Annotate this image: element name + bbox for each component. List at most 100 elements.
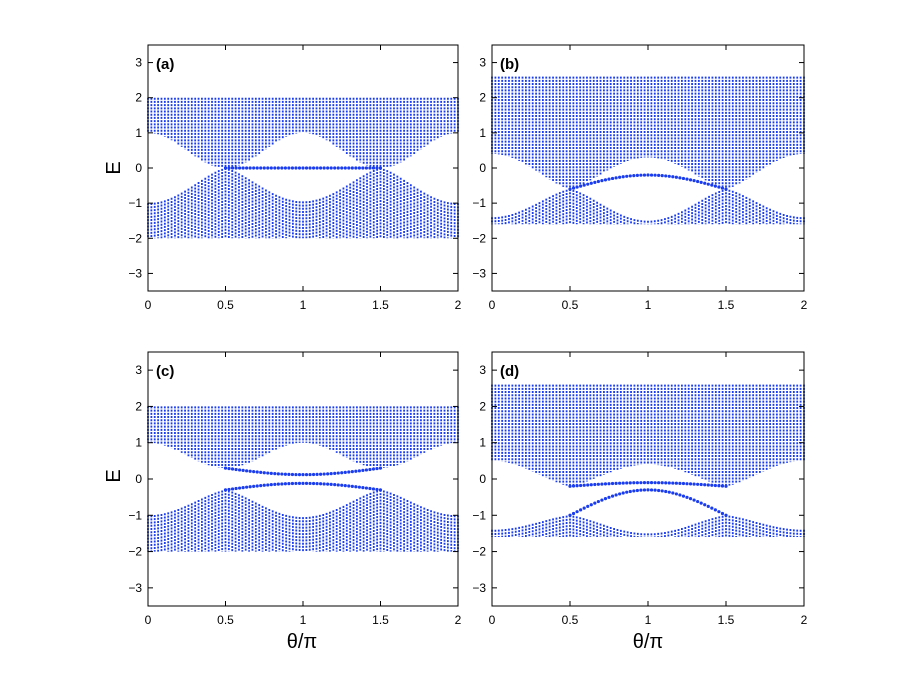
edge-state-point xyxy=(259,484,263,488)
panel-label-b: (b) xyxy=(500,56,519,73)
edge-state-point xyxy=(667,174,671,178)
edge-state-point xyxy=(610,494,615,498)
edge-state-point xyxy=(322,472,326,476)
edge-state-point xyxy=(699,180,703,184)
x-tick-label: 0 xyxy=(489,298,496,312)
edge-state-point xyxy=(340,483,344,487)
edge-state-point xyxy=(579,184,583,188)
edge-state-point xyxy=(276,482,280,486)
edge-state-point xyxy=(311,472,316,477)
edge-state-point xyxy=(628,174,632,178)
edge-state-point xyxy=(245,469,249,473)
edge-state-point xyxy=(301,481,305,485)
edge-state-point xyxy=(350,484,354,488)
edge-state-point xyxy=(287,482,291,486)
edge-state-point xyxy=(688,178,693,182)
edge-state-point xyxy=(294,481,298,486)
edge-state-point xyxy=(361,468,365,472)
edge-state-point xyxy=(336,483,340,487)
plot-frame-d xyxy=(491,351,805,607)
edge-state-point xyxy=(375,166,379,170)
edge-state-point xyxy=(717,510,721,514)
y-tick-label: −1 xyxy=(472,508,486,522)
edge-state-point xyxy=(649,173,654,177)
edge-state-point xyxy=(375,466,379,471)
edge-state-point xyxy=(720,511,725,516)
edge-state-point xyxy=(230,467,235,471)
panel-label-d: (d) xyxy=(500,363,519,380)
edge-state-point xyxy=(621,175,625,179)
edge-state-point xyxy=(354,469,358,473)
edge-state-point xyxy=(660,489,664,493)
edge-state-point xyxy=(329,472,333,476)
edge-state-point xyxy=(696,482,700,486)
edge-state-point xyxy=(283,472,287,476)
edge-state-point xyxy=(301,473,305,477)
edge-state-point xyxy=(280,166,284,170)
edge-state-point xyxy=(354,166,358,170)
panel-c: (c) E θ/π 0 0.5 1 1.5 2 3 2 1 0 −1 −2 −3 xyxy=(103,351,462,653)
edge-state-point xyxy=(596,482,600,486)
x-tick-label: 0.5 xyxy=(217,298,234,312)
edge-state-point xyxy=(696,179,700,184)
edge-state-point xyxy=(368,467,372,472)
edge-state-point xyxy=(269,471,273,475)
edge-state-point xyxy=(653,481,657,485)
edge-state-point xyxy=(600,179,604,183)
y-tick-label: 2 xyxy=(135,399,142,413)
edge-state-point xyxy=(276,166,280,170)
edge-state-point xyxy=(364,486,369,490)
edge-state-point xyxy=(639,173,643,177)
edge-state-point xyxy=(614,481,618,485)
y-tick-label: −2 xyxy=(128,231,142,245)
edge-state-point xyxy=(347,470,351,474)
edge-state-point xyxy=(266,471,270,475)
edge-state-point xyxy=(347,484,351,488)
edge-state-point xyxy=(678,493,682,497)
edge-state-point xyxy=(710,483,714,487)
edge-state-point xyxy=(571,186,576,190)
edge-state-point xyxy=(614,176,618,180)
y-tick-label: −1 xyxy=(128,196,142,210)
edge-state-point xyxy=(639,481,643,485)
edge-state-point xyxy=(582,506,586,510)
edge-state-point xyxy=(237,166,242,170)
edge-state-point xyxy=(649,488,654,492)
edge-state-point xyxy=(234,467,238,472)
y-tick-label: 0 xyxy=(479,161,486,175)
x-axis-label-left: θ/π xyxy=(287,631,317,653)
edge-state-point xyxy=(713,184,717,188)
edge-state-point xyxy=(703,181,707,185)
edge-state-point xyxy=(252,484,256,488)
data-points-c xyxy=(147,406,459,552)
edge-state-point xyxy=(273,482,277,486)
x-tick-label: 1.5 xyxy=(718,298,735,312)
edge-state-point xyxy=(287,166,291,170)
edge-state-point xyxy=(241,468,245,472)
edge-state-point xyxy=(333,471,337,475)
edge-state-point xyxy=(262,166,266,170)
edge-state-point xyxy=(696,499,700,504)
y-tick-label: −1 xyxy=(472,196,486,210)
edge-state-point xyxy=(600,482,604,486)
edge-state-point xyxy=(568,187,572,191)
edge-state-point xyxy=(245,166,249,170)
edge-state-point xyxy=(724,513,728,517)
edge-state-point xyxy=(582,483,586,487)
edge-state-point xyxy=(653,173,657,177)
edge-state-point xyxy=(586,483,590,487)
y-tick-label: 3 xyxy=(135,363,142,377)
edge-state-point xyxy=(589,483,593,487)
edge-state-point xyxy=(600,498,604,502)
edge-state-point xyxy=(635,173,639,177)
edge-state-point xyxy=(635,488,639,493)
edge-state-point xyxy=(269,483,273,487)
edge-state-point xyxy=(237,468,242,472)
y-tick-label: 3 xyxy=(479,363,486,377)
edge-state-point xyxy=(333,166,337,170)
y-tick-label: 0 xyxy=(479,472,486,486)
edge-state-point xyxy=(642,488,647,492)
edge-state-point xyxy=(671,481,675,485)
y-tick-label: −2 xyxy=(472,231,486,245)
edge-state-point xyxy=(586,504,590,509)
